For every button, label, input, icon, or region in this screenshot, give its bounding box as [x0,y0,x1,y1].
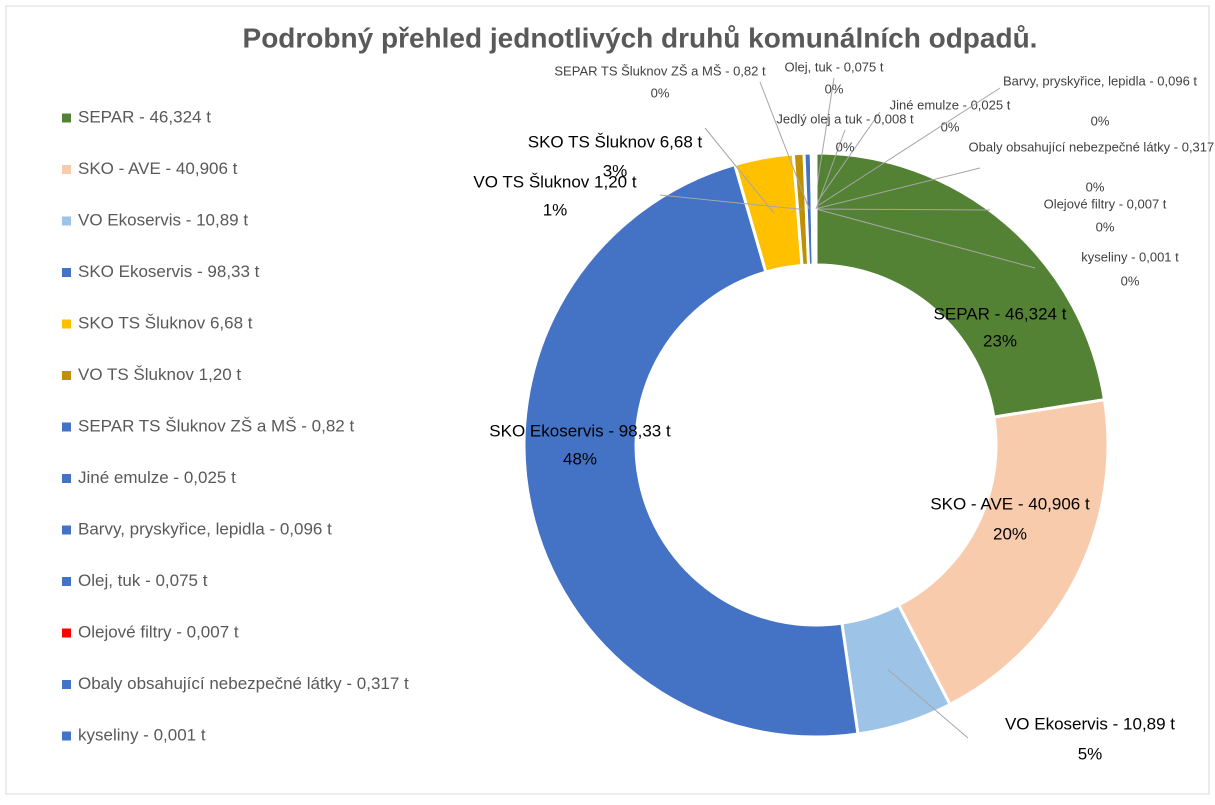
data-label: SEPAR - 46,324 t [934,304,1067,323]
data-label-percent: 0% [836,139,855,154]
data-label-percent: 0% [651,85,670,100]
legend-swatch [62,114,71,123]
legend-swatch [62,165,71,174]
legend-label: Barvy, pryskyřice, lepidla - 0,096 t [78,519,332,538]
data-label: Jedlý olej a tuk - 0,008 t [776,111,914,126]
data-label: VO Ekoservis - 10,89 t [1005,714,1175,733]
data-label: Olejové filtry - 0,007 t [1044,196,1167,211]
legend-label: Jiné emulze - 0,025 t [78,468,236,487]
legend-label: SKO - AVE - 40,906 t [78,159,238,178]
data-label: Olej, tuk - 0,075 t [785,59,884,74]
legend-swatch [62,217,71,226]
data-label: VO TS Šluknov 1,20 t [473,172,636,191]
legend-swatch [62,320,71,329]
data-label-percent: 48% [563,449,597,468]
legend-label: Olej, tuk - 0,075 t [78,571,208,590]
data-label: SKO TS Šluknov 6,68 t [528,132,703,151]
legend-label: SEPAR - 46,324 t [78,107,211,126]
legend-swatch [62,526,71,535]
legend-swatch [62,474,71,483]
data-label: kyseliny - 0,001 t [1081,249,1179,264]
data-label: SEPAR TS Šluknov ZŠ a MŠ - 0,82 t [554,63,766,78]
legend-label: SKO TS Šluknov 6,68 t [78,313,253,332]
data-label: Barvy, pryskyřice, lepidla - 0,096 t [1003,73,1197,88]
data-label: Jiné emulze - 0,025 t [890,97,1011,112]
data-label-percent: 5% [1078,744,1103,763]
legend-swatch [62,577,71,586]
data-label: SKO Ekoservis - 98,33 t [489,421,671,440]
legend-swatch [62,732,71,741]
legend-label: VO TS Šluknov 1,20 t [78,365,241,384]
data-label-percent: 0% [1096,219,1115,234]
data-label-percent: 0% [1086,179,1105,194]
data-label-percent: 1% [543,200,568,219]
legend-label: Olejové filtry - 0,007 t [78,622,239,641]
legend-label: kyseliny - 0,001 t [78,725,206,744]
legend-label: SEPAR TS Šluknov ZŠ a MŠ - 0,82 t [78,416,354,435]
legend-label: VO Ekoservis - 10,89 t [78,210,248,229]
legend-label: SKO Ekoservis - 98,33 t [78,262,260,281]
chart-title: Podrobný přehled jednotlivých druhů komu… [243,22,1038,53]
legend-swatch [62,423,71,432]
legend-swatch [62,680,71,689]
data-label: Obaly obsahující nebezpečné látky - 0,31… [969,139,1215,154]
data-label-percent: 0% [1121,273,1140,288]
legend-swatch [62,371,71,380]
data-label-percent: 23% [983,331,1017,350]
legend-swatch [62,268,71,277]
legend-swatch [62,629,71,638]
data-label-percent: 20% [993,524,1027,543]
data-label-percent: 0% [1091,113,1110,128]
data-label-percent: 0% [825,81,844,96]
data-label: SKO - AVE - 40,906 t [930,494,1090,513]
data-label-percent: 0% [941,119,960,134]
legend-label: Obaly obsahující nebezpečné látky - 0,31… [78,674,409,693]
